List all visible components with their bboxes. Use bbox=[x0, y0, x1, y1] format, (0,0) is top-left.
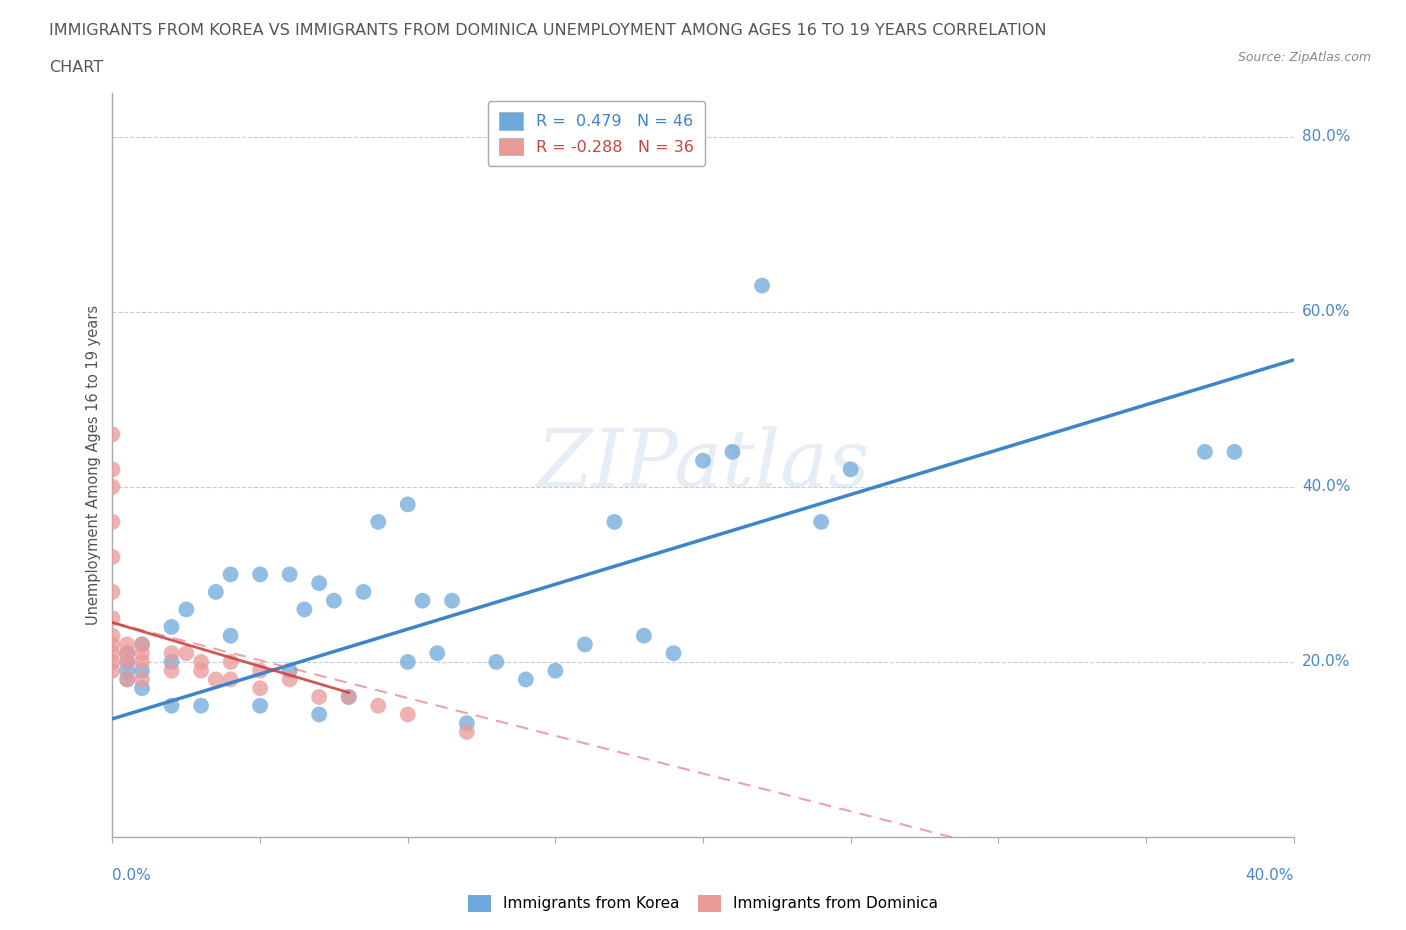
Point bbox=[278, 663, 301, 678]
Text: IMMIGRANTS FROM KOREA VS IMMIGRANTS FROM DOMINICA UNEMPLOYMENT AMONG AGES 16 TO : IMMIGRANTS FROM KOREA VS IMMIGRANTS FROM… bbox=[49, 23, 1046, 38]
Point bbox=[249, 567, 271, 582]
Point bbox=[131, 655, 153, 670]
Point bbox=[117, 672, 138, 687]
Point bbox=[308, 689, 330, 704]
Point bbox=[160, 698, 183, 713]
Point bbox=[219, 672, 242, 687]
Point bbox=[367, 698, 389, 713]
Point bbox=[219, 629, 242, 644]
Legend: Immigrants from Korea, Immigrants from Dominica: Immigrants from Korea, Immigrants from D… bbox=[461, 889, 945, 918]
Point bbox=[101, 611, 124, 626]
Text: CHART: CHART bbox=[49, 60, 103, 75]
Text: 0.0%: 0.0% bbox=[112, 868, 152, 883]
Legend: R =  0.479   N = 46, R = -0.288   N = 36: R = 0.479 N = 46, R = -0.288 N = 36 bbox=[488, 101, 706, 166]
Point bbox=[131, 672, 153, 687]
Point bbox=[810, 514, 832, 529]
Point bbox=[190, 663, 212, 678]
Point bbox=[219, 567, 242, 582]
Y-axis label: Unemployment Among Ages 16 to 19 years: Unemployment Among Ages 16 to 19 years bbox=[86, 305, 101, 625]
Point bbox=[337, 689, 360, 704]
Point bbox=[117, 637, 138, 652]
Point bbox=[101, 663, 124, 678]
Point bbox=[219, 655, 242, 670]
Point bbox=[249, 663, 271, 678]
Point bbox=[249, 698, 271, 713]
Point bbox=[131, 663, 153, 678]
Point bbox=[278, 672, 301, 687]
Text: 40.0%: 40.0% bbox=[1246, 868, 1294, 883]
Point bbox=[692, 453, 714, 468]
Point bbox=[101, 645, 124, 660]
Point bbox=[131, 681, 153, 696]
Text: 60.0%: 60.0% bbox=[1302, 304, 1350, 319]
Text: 80.0%: 80.0% bbox=[1302, 129, 1350, 144]
Point bbox=[117, 645, 138, 660]
Point bbox=[441, 593, 464, 608]
Point bbox=[633, 629, 655, 644]
Point bbox=[174, 602, 197, 617]
Point bbox=[839, 462, 862, 477]
Point bbox=[117, 655, 138, 670]
Point bbox=[205, 584, 228, 599]
Text: Source: ZipAtlas.com: Source: ZipAtlas.com bbox=[1237, 51, 1371, 64]
Point bbox=[1223, 445, 1246, 459]
Point bbox=[101, 427, 124, 442]
Point bbox=[160, 663, 183, 678]
Point bbox=[426, 645, 449, 660]
Point bbox=[101, 655, 124, 670]
Point bbox=[101, 637, 124, 652]
Point bbox=[544, 663, 567, 678]
Point bbox=[205, 672, 228, 687]
Point bbox=[352, 584, 374, 599]
Point bbox=[721, 445, 744, 459]
Point bbox=[117, 672, 138, 687]
Point bbox=[160, 655, 183, 670]
Point bbox=[160, 645, 183, 660]
Point bbox=[278, 567, 301, 582]
Point bbox=[396, 707, 419, 722]
Point bbox=[396, 655, 419, 670]
Point bbox=[101, 514, 124, 529]
Point bbox=[603, 514, 626, 529]
Point bbox=[308, 707, 330, 722]
Point bbox=[515, 672, 537, 687]
Point bbox=[101, 480, 124, 495]
Point bbox=[249, 681, 271, 696]
Point bbox=[131, 637, 153, 652]
Point bbox=[117, 645, 138, 660]
Text: 40.0%: 40.0% bbox=[1302, 479, 1350, 495]
Point bbox=[174, 645, 197, 660]
Point bbox=[131, 645, 153, 660]
Point bbox=[101, 462, 124, 477]
Text: ZIPatlas: ZIPatlas bbox=[536, 426, 870, 504]
Point bbox=[485, 655, 508, 670]
Point bbox=[117, 663, 138, 678]
Point bbox=[117, 655, 138, 670]
Point bbox=[456, 716, 478, 731]
Point bbox=[308, 576, 330, 591]
Point bbox=[101, 629, 124, 644]
Point bbox=[574, 637, 596, 652]
Point bbox=[396, 497, 419, 512]
Point bbox=[131, 637, 153, 652]
Point bbox=[292, 602, 315, 617]
Point bbox=[411, 593, 433, 608]
Point bbox=[101, 550, 124, 565]
Point bbox=[662, 645, 685, 660]
Point bbox=[751, 278, 773, 293]
Point bbox=[101, 584, 124, 599]
Text: 20.0%: 20.0% bbox=[1302, 655, 1350, 670]
Point bbox=[323, 593, 346, 608]
Point bbox=[1194, 445, 1216, 459]
Point bbox=[190, 698, 212, 713]
Point bbox=[456, 724, 478, 739]
Point bbox=[190, 655, 212, 670]
Point bbox=[337, 689, 360, 704]
Point bbox=[160, 619, 183, 634]
Point bbox=[367, 514, 389, 529]
